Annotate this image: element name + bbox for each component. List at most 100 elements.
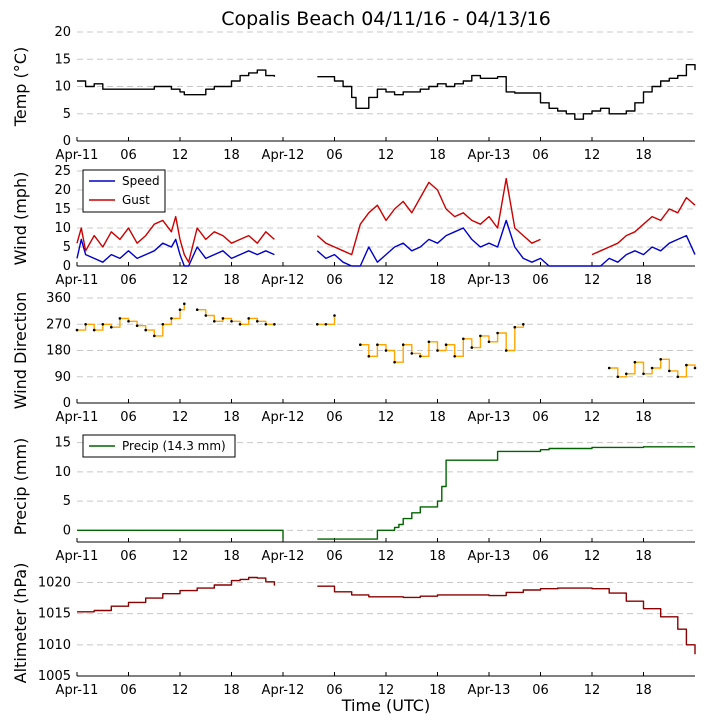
x-tick-label: 12 [172, 410, 189, 425]
x-tick-label: 06 [326, 273, 343, 288]
legend-box [82, 169, 166, 213]
x-tick-label: 18 [223, 683, 240, 698]
x-tick-label: 06 [326, 549, 343, 564]
x-tick-label: 06 [532, 273, 549, 288]
direction-point [135, 324, 139, 328]
direction-point [685, 363, 688, 367]
direction-point [625, 372, 628, 376]
x-tick-label: 12 [172, 273, 189, 288]
x-tick-label: Apr-11 [56, 273, 99, 288]
x-tick-label: 18 [429, 410, 446, 425]
x-tick-label: 18 [223, 549, 240, 564]
x-tick-label: Apr-13 [468, 410, 511, 425]
direction-point [247, 317, 250, 320]
direction-point [110, 325, 113, 329]
x-tick-label: Apr-11 [56, 410, 99, 425]
direction-point [84, 323, 87, 326]
direction-point [178, 308, 182, 312]
y-axis-label-alt: Altimeter (hPa) [11, 563, 30, 684]
x-tick-label: 06 [120, 410, 137, 425]
x-tick-label: 12 [378, 683, 395, 698]
x-tick-label: Apr-12 [262, 148, 305, 163]
x-tick-label: 12 [584, 549, 601, 564]
direction-point [213, 320, 216, 323]
direction-point [221, 317, 225, 320]
x-tick-label: 12 [584, 410, 601, 425]
x-tick-label: 06 [532, 549, 549, 564]
x-tick-label: Apr-12 [262, 273, 305, 288]
x-tick-label: 12 [584, 148, 601, 163]
direction-point [359, 343, 362, 347]
y-tick-label: 360 [46, 291, 71, 306]
x-tick-label: 06 [532, 410, 549, 425]
x-tick-label: Apr-12 [262, 410, 305, 425]
direction-point [316, 323, 319, 326]
direction-point [650, 366, 654, 370]
y-tick-label: 15 [54, 202, 71, 217]
x-tick-label: 06 [532, 683, 549, 698]
x-tick-label: Apr-13 [468, 549, 511, 564]
x-tick-label: 06 [326, 148, 343, 163]
y-tick-label: 1010 [38, 638, 71, 653]
direction-point [410, 352, 414, 355]
y-tick-label: 5 [63, 107, 71, 122]
direction-point [401, 343, 405, 347]
x-tick-label: 18 [429, 549, 446, 564]
y-tick-label: 180 [46, 344, 71, 359]
direction-point [436, 349, 439, 352]
legend-box [82, 434, 236, 458]
x-tick-label: 12 [378, 148, 395, 163]
x-tick-label: 12 [378, 273, 395, 288]
direction-point [183, 302, 186, 306]
x-tick-label: Apr-13 [468, 148, 511, 163]
x-tick-label: Apr-11 [56, 148, 99, 163]
x-tick-label: 18 [635, 148, 652, 163]
direction-point [504, 349, 508, 352]
y-tick-label: 5 [63, 494, 71, 509]
x-tick-label: 18 [223, 410, 240, 425]
x-tick-label: 18 [429, 273, 446, 288]
x-tick-label: 12 [378, 410, 395, 425]
chart-title: Copalis Beach 04/11/16 - 04/13/16 [221, 8, 551, 30]
y-tick-label: 15 [54, 436, 71, 451]
direction-point [230, 320, 233, 323]
x-tick-label: 06 [326, 683, 343, 698]
x-tick-label: 12 [584, 273, 601, 288]
series-line-temp [77, 64, 696, 120]
direction-point [238, 323, 242, 326]
direction-point [153, 334, 156, 338]
y-tick-label: 0 [63, 396, 71, 411]
panel-precip: 0 5 10 15 Apr-11 06 12 18 Apr-12 06 12 18 Apr-13 06 12… [11, 434, 695, 564]
y-tick-label: 15 [54, 52, 71, 67]
x-tick-label: 06 [120, 683, 137, 698]
x-tick-label: 18 [429, 683, 446, 698]
series-line-altimeter [77, 576, 696, 655]
y-tick-label: 1005 [38, 669, 71, 684]
direction-point [453, 355, 457, 358]
direction-point [513, 325, 517, 329]
legend-wind: Speed Gust [82, 169, 166, 213]
x-axis-label: Time (UTC) [341, 696, 430, 715]
y-axis-label-precip: Precip (mm) [11, 438, 30, 536]
x-tick-label: 06 [326, 410, 343, 425]
series-line-gust [76, 177, 696, 263]
panel-temp: 0 5 10 15 20 Apr-11 06 12 18 Apr-12 06 12 18 Apr-13 06… [11, 25, 696, 163]
series-line-speed [76, 219, 696, 267]
y-axis-label-wind: Wind (mph) [11, 172, 30, 266]
series-line-direction [77, 303, 696, 378]
x-tick-label: 18 [635, 683, 652, 698]
x-tick-label: 06 [120, 273, 137, 288]
x-tick-label: 12 [172, 148, 189, 163]
direction-point [444, 343, 448, 347]
y-tick-label: 5 [63, 240, 71, 255]
x-tick-label: Apr-11 [56, 683, 99, 698]
x-tick-label: Apr-13 [468, 273, 511, 288]
direction-point [522, 323, 525, 326]
direction-point [668, 369, 671, 373]
x-tick-label: 18 [223, 148, 240, 163]
direction-point [419, 355, 422, 358]
panel-alt: 1005 1010 1015 1020 Apr-11 06 12 18 Apr-12 06 12 18… [11, 563, 696, 698]
direction-point [333, 314, 336, 317]
direction-point [470, 346, 474, 349]
x-tick-label: 18 [635, 273, 652, 288]
